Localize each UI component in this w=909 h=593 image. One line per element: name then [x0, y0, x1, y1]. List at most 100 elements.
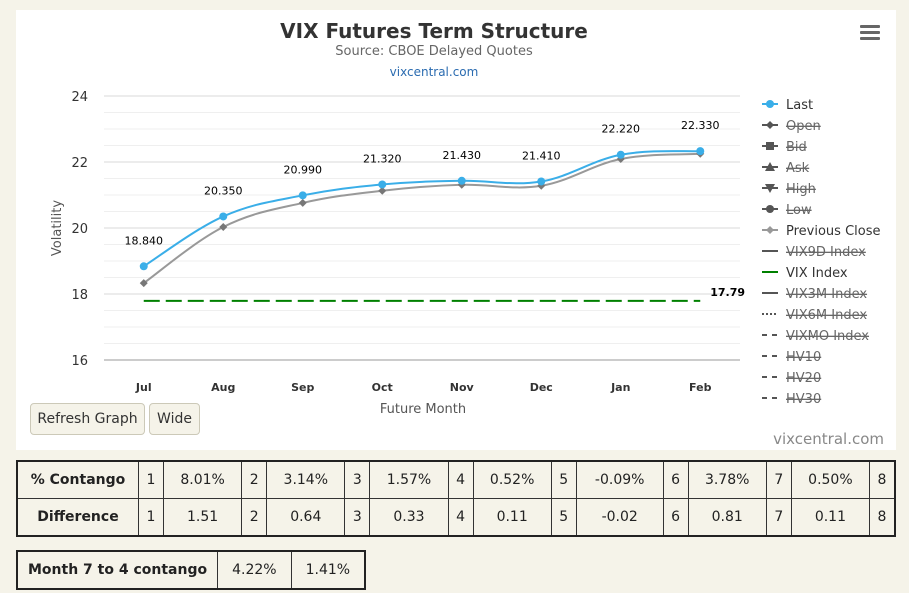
month-7-to-4-table: Month 7 to 4 contango 4.22% 1.41% [16, 550, 367, 590]
month-index: 1 [138, 498, 164, 537]
vixcentral-link: vixcentral.com [390, 65, 479, 79]
previous-close-point [139, 279, 148, 288]
legend-item-label: HV10 [786, 350, 821, 365]
table-cell: 0.11 [790, 498, 871, 537]
chart-card: VIX Futures Term Structure Source: CBOE D… [16, 10, 896, 450]
contango-table: % Contango 1 8.01% 2 3.14% 3 1.57% 4 0.5… [16, 460, 896, 537]
legend-marker [765, 184, 775, 193]
month-index: 3 [344, 460, 371, 499]
data-label-vix: 17.79 [710, 286, 745, 299]
month-index: 5 [550, 498, 577, 537]
chart-title: VIX Futures Term Structure [280, 19, 588, 43]
legend-item-label: Last [786, 98, 813, 113]
x-tick-label: Oct [372, 381, 393, 394]
last-line [143, 150, 701, 268]
table-row: % Contango 1 8.01% 2 3.14% 3 1.57% 4 0.5… [16, 460, 896, 499]
legend-marker [765, 162, 775, 171]
x-tick-label: Aug [211, 381, 235, 394]
previous-close-point [219, 223, 228, 232]
refresh-graph-button[interactable]: Refresh Graph [30, 403, 145, 435]
legend-item-label: Low [786, 203, 812, 218]
y-tick-label: 16 [71, 354, 88, 369]
legend-item-label: VIX3M Index [786, 287, 867, 302]
legend-item-label: VIXMO Index [786, 329, 869, 344]
row-label: Month 7 to 4 contango [16, 550, 219, 590]
y-tick-label: 24 [71, 90, 88, 105]
data-label: 21.320 [363, 152, 402, 165]
last-point [139, 262, 148, 271]
legend-marker [766, 142, 774, 150]
last-point [378, 180, 387, 189]
x-tick-label: Jan [610, 381, 630, 394]
legend-item-label: VIX6M Index [786, 308, 867, 323]
last-point [616, 150, 625, 159]
y-tick-label: 22 [71, 156, 88, 171]
month-index: 6 [662, 460, 689, 499]
legend-marker [766, 121, 774, 129]
last-point [219, 212, 228, 221]
table-cell: 0.64 [266, 498, 346, 537]
table-cell: 8.01% [162, 460, 243, 499]
x-tick-label: Nov [450, 381, 475, 394]
month-index: 2 [241, 498, 268, 537]
data-label: 22.220 [602, 123, 641, 136]
data-label: 18.840 [125, 234, 164, 247]
month-index: 7 [765, 498, 792, 537]
previous-close-line [143, 152, 701, 284]
table-row: Month 7 to 4 contango 4.22% 1.41% [16, 550, 366, 590]
last-point [537, 177, 546, 186]
table-cell: 1.57% [369, 460, 449, 499]
month-index: 7 [765, 460, 792, 499]
chart-menu-icon[interactable] [858, 22, 882, 44]
month-index: 3 [344, 498, 371, 537]
wide-button[interactable]: Wide [149, 403, 200, 435]
table-row: Difference 1 1.51 2 0.64 3 0.33 4 0.11 5… [16, 498, 896, 537]
table-cell: 0.11 [472, 498, 552, 537]
data-label: 21.410 [522, 149, 561, 162]
legend-item-label: Previous Close [786, 224, 881, 239]
data-label: 21.430 [443, 149, 482, 162]
legend-item-label: High [786, 182, 816, 197]
y-tick-label: 20 [71, 222, 88, 237]
legend-item-label: HV20 [786, 371, 821, 386]
month-index: 8 [869, 460, 896, 499]
table-cell: 3.78% [687, 460, 767, 499]
y-axis-title: Volatility [50, 200, 65, 256]
last-point [457, 176, 466, 185]
month-index: 4 [447, 460, 474, 499]
table-cell: 3.14% [266, 460, 346, 499]
month-index: 2 [241, 460, 268, 499]
previous-close-point [378, 186, 387, 195]
x-tick-label: Dec [530, 381, 553, 394]
month-index: 8 [869, 498, 896, 537]
table-cell: 0.33 [369, 498, 449, 537]
legend-item-label: HV30 [786, 392, 821, 407]
chart-subtitle: Source: CBOE Delayed Quotes [335, 44, 533, 59]
month-index: 6 [662, 498, 689, 537]
table-cell: 4.22% [217, 550, 292, 590]
y-tick-label: 18 [71, 288, 88, 303]
month-index: 5 [550, 460, 577, 499]
legend-item-label: Open [786, 119, 821, 134]
last-point [696, 147, 705, 156]
x-tick-label: Feb [689, 381, 712, 394]
legend-item-label: Bid [786, 140, 807, 155]
x-axis-title: Future Month [380, 402, 466, 417]
legend-marker [766, 100, 774, 108]
previous-close-point [298, 198, 307, 207]
row-label: % Contango [16, 460, 139, 499]
table-cell: 1.41% [290, 550, 366, 590]
table-cell: 0.50% [790, 460, 871, 499]
table-cell: 0.52% [472, 460, 552, 499]
month-index: 4 [447, 498, 474, 537]
legend-item-label: Ask [786, 161, 810, 176]
table-cell: 1.51 [162, 498, 243, 537]
month-index: 1 [138, 460, 164, 499]
legend-item-label: VIX Index [786, 266, 848, 281]
row-label: Difference [16, 498, 139, 537]
x-tick-label: Sep [291, 381, 314, 394]
table-cell: 0.81 [687, 498, 767, 537]
last-point [298, 191, 307, 200]
legend-marker [766, 205, 774, 213]
